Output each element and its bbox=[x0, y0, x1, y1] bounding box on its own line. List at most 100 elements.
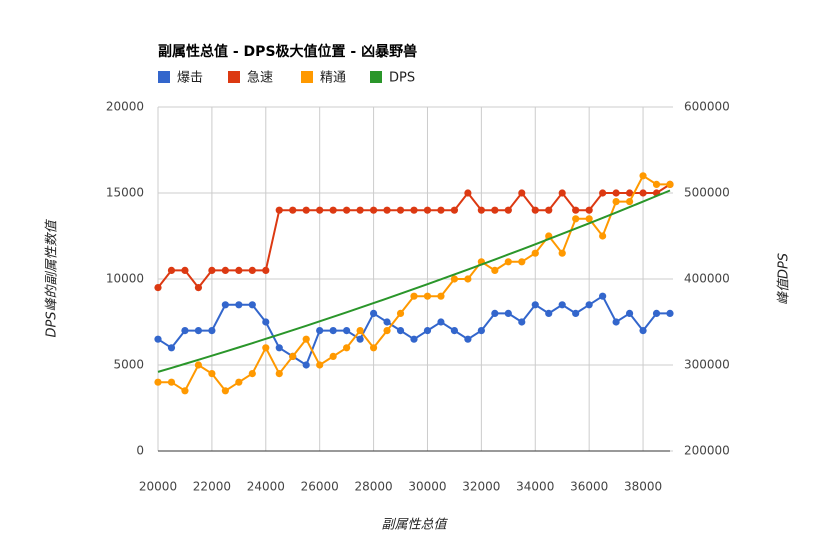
data-point bbox=[194, 361, 203, 369]
data-point bbox=[477, 206, 485, 214]
y-tick-label: 15000 bbox=[106, 186, 144, 200]
data-point bbox=[558, 249, 566, 257]
y2-axis-title: 峰值DPS bbox=[777, 253, 792, 305]
data-point bbox=[383, 327, 391, 335]
data-point bbox=[248, 370, 256, 378]
data-point bbox=[450, 327, 459, 335]
y2-tick-label: 600000 bbox=[684, 100, 730, 114]
data-point bbox=[504, 309, 512, 317]
data-point bbox=[302, 335, 310, 343]
data-point bbox=[167, 378, 176, 386]
data-point bbox=[235, 266, 243, 274]
x-tick-label: 38000 bbox=[624, 480, 662, 494]
data-point bbox=[369, 206, 378, 214]
data-point bbox=[221, 301, 229, 309]
data-point bbox=[464, 335, 472, 343]
data-point bbox=[558, 301, 566, 309]
data-point bbox=[437, 318, 445, 326]
data-point bbox=[423, 206, 432, 214]
data-point bbox=[154, 284, 162, 292]
data-point bbox=[572, 309, 580, 317]
data-point bbox=[396, 309, 405, 317]
data-point bbox=[154, 378, 162, 386]
data-point bbox=[167, 344, 176, 352]
data-point bbox=[572, 215, 580, 223]
legend-label: DPS bbox=[389, 71, 415, 86]
series-line bbox=[157, 189, 671, 373]
data-point bbox=[518, 189, 526, 197]
y-tick-label: 0 bbox=[136, 444, 144, 458]
data-point bbox=[181, 387, 189, 395]
data-point bbox=[464, 189, 472, 197]
data-point bbox=[248, 266, 256, 274]
data-point bbox=[235, 378, 243, 386]
data-point bbox=[666, 309, 674, 317]
x-axis-title: 副属性总值 bbox=[381, 518, 448, 533]
data-point bbox=[477, 327, 485, 335]
data-point bbox=[504, 258, 512, 266]
data-point bbox=[612, 198, 620, 206]
data-point bbox=[585, 215, 593, 223]
data-point bbox=[221, 387, 229, 395]
data-point bbox=[558, 189, 566, 197]
y-tick-label: 20000 bbox=[106, 100, 144, 114]
legend-label: 急速 bbox=[247, 71, 273, 86]
data-point bbox=[410, 292, 418, 300]
data-point bbox=[248, 301, 256, 309]
data-point bbox=[369, 344, 378, 352]
data-point bbox=[194, 284, 203, 292]
data-point bbox=[208, 327, 216, 335]
data-point bbox=[625, 189, 634, 197]
data-point bbox=[194, 327, 203, 335]
legend-swatch bbox=[301, 71, 313, 83]
data-point bbox=[450, 206, 459, 214]
data-point bbox=[491, 266, 499, 274]
series-line bbox=[157, 183, 671, 290]
data-point bbox=[585, 301, 593, 309]
data-point bbox=[491, 206, 499, 214]
data-point bbox=[329, 352, 337, 360]
data-point bbox=[625, 198, 634, 206]
x-tick-label: 22000 bbox=[193, 480, 231, 494]
data-point bbox=[302, 361, 310, 369]
chart-title: 副属性总值 - DPS极大值位置 - 凶暴野兽 bbox=[158, 43, 417, 60]
data-point bbox=[599, 292, 607, 300]
data-point bbox=[396, 206, 405, 214]
data-point bbox=[181, 266, 189, 274]
data-point bbox=[383, 318, 391, 326]
data-point bbox=[531, 301, 539, 309]
data-point bbox=[491, 309, 499, 317]
data-point bbox=[275, 370, 283, 378]
data-point bbox=[423, 327, 432, 335]
data-point bbox=[316, 361, 324, 369]
data-point bbox=[599, 232, 607, 240]
data-point bbox=[531, 206, 539, 214]
x-tick-label: 20000 bbox=[139, 480, 177, 494]
data-point bbox=[625, 309, 634, 317]
data-point bbox=[262, 318, 270, 326]
data-point bbox=[545, 309, 553, 317]
data-point bbox=[639, 327, 647, 335]
series-line bbox=[157, 294, 670, 367]
y2-tick-label: 400000 bbox=[684, 272, 730, 286]
data-point bbox=[356, 335, 364, 343]
legend-label: 精通 bbox=[320, 71, 346, 86]
data-point bbox=[666, 180, 674, 188]
data-point bbox=[181, 327, 189, 335]
y2-tick-label: 500000 bbox=[684, 186, 730, 200]
data-point bbox=[545, 206, 553, 214]
data-point bbox=[167, 266, 176, 274]
x-tick-label: 28000 bbox=[354, 480, 392, 494]
y-tick-label: 10000 bbox=[106, 272, 144, 286]
data-point bbox=[302, 206, 310, 214]
data-point bbox=[343, 344, 351, 352]
y-axis-title: DPS峰的副属性数值 bbox=[45, 218, 60, 337]
data-point bbox=[572, 206, 580, 214]
x-tick-label: 34000 bbox=[516, 480, 554, 494]
data-point bbox=[518, 258, 526, 266]
data-point bbox=[437, 292, 445, 300]
data-point bbox=[289, 352, 297, 360]
x-tick-label: 26000 bbox=[301, 480, 339, 494]
data-point bbox=[464, 275, 472, 283]
data-point bbox=[639, 172, 647, 180]
